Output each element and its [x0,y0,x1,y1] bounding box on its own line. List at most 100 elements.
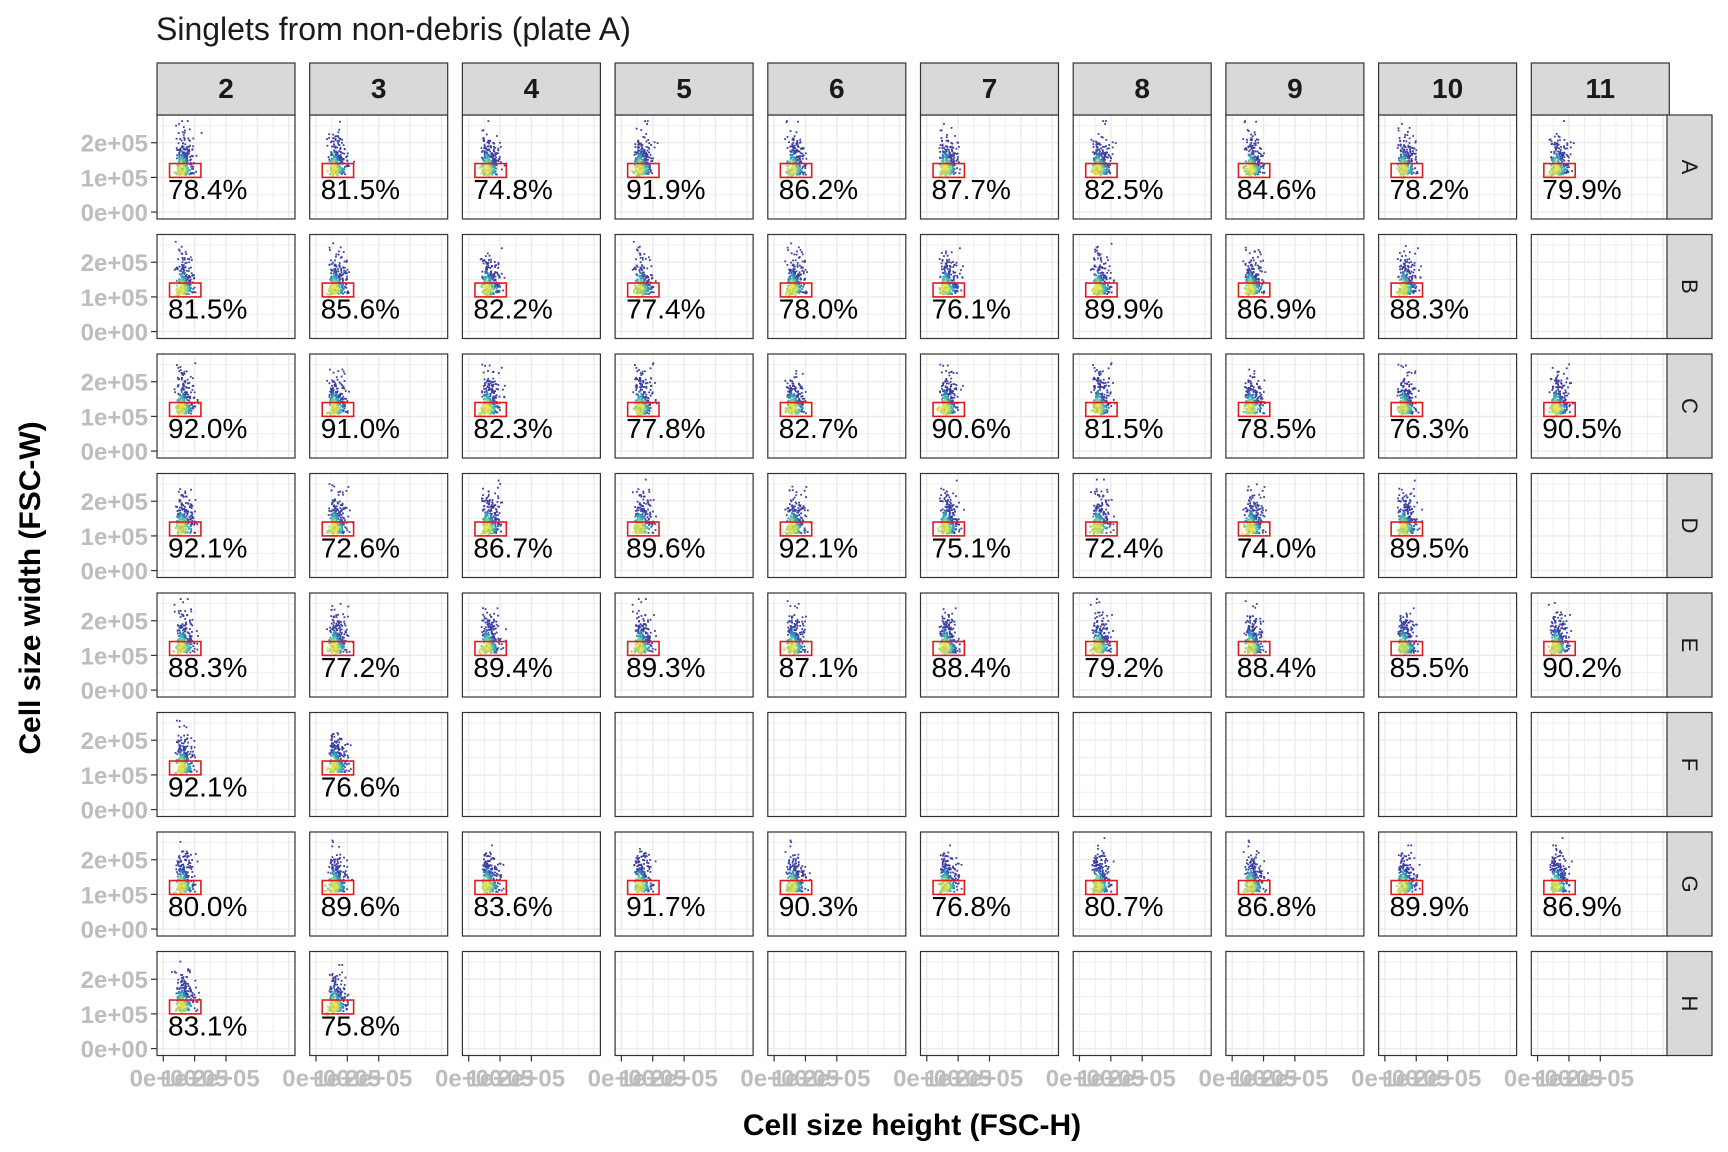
panel-G9: 86.8% [1225,831,1365,937]
panel-border [1377,592,1518,698]
gate-percentage-label: 72.6% [321,533,400,564]
y-tick-label: 2e+05 [81,489,148,516]
panel-border [919,472,1060,579]
gate-percentage-label: 83.1% [168,1011,247,1042]
panel-grid [157,115,295,219]
panel-border [767,711,907,818]
gate-rectangle [1543,879,1577,896]
gate-rectangle [626,282,660,298]
panel-grid [615,593,754,697]
gate-rectangle [474,401,508,418]
row-strip-label: H [1677,996,1702,1012]
density-points [1242,246,1267,296]
panel-H8 [1072,950,1212,1057]
gate-percentage-label: 89.5% [1390,533,1469,564]
panel-grid [1378,951,1517,1056]
panel-border [919,711,1060,818]
gate-percentage-label: 90.6% [932,413,1011,444]
panel-A8: 82.5% [1072,114,1212,220]
gate-percentage-label: 77.2% [321,652,400,683]
row-strip-box [1666,233,1713,340]
density-points [1397,607,1419,656]
row-strip-H: H [1666,950,1713,1057]
column-strip-6: 6 [767,62,907,116]
panel-F6 [767,711,907,818]
gate-rectangle [168,879,202,896]
gate-percentage-label: 83.6% [473,891,552,922]
column-strip-label: 7 [982,73,998,104]
density-points [1547,120,1575,177]
gate-rectangle [779,282,813,298]
panel-border [461,233,601,340]
gate-percentage-label: 78.2% [1390,174,1469,205]
gate-rectangle [1084,282,1118,298]
panel-border [1377,711,1518,818]
column-strip-box [309,62,449,116]
density-points [1241,483,1271,536]
gate-rectangle [168,282,202,298]
gate-rectangle [932,640,966,657]
gate-rectangle [1237,879,1271,896]
panel-grid [767,832,906,936]
panel-border [1225,711,1365,818]
panel-F11 [1530,711,1670,818]
panel-C9: 78.5% [1225,353,1365,459]
column-strip-box [614,62,754,116]
gate-rectangle [168,521,202,537]
gate-percentage-label: 78.4% [168,174,247,205]
y-tick-label: 0e+00 [81,200,148,227]
panel-border [461,472,601,579]
gate-percentage-label: 89.9% [1390,891,1469,922]
column-strip-box [767,62,907,116]
panel-border [1072,472,1212,579]
density-points [935,363,964,417]
panel-grid [1531,473,1670,578]
gate-percentage-label: 87.1% [779,652,858,683]
row-strip-box [1666,831,1713,937]
gate-percentage-label: 87.7% [932,174,1011,205]
panel-grid [1073,712,1212,817]
gate-percentage-label: 91.0% [321,413,400,444]
panel-G7: 76.8% [919,831,1060,937]
panel-C5: 77.8% [614,353,754,459]
panel-border [1072,711,1212,818]
row-strip-box [1666,114,1713,220]
panel-border [614,472,754,579]
gate-percentage-label: 86.7% [473,533,552,564]
gate-percentage-label: 92.1% [168,533,247,564]
panel-C10: 76.3% [1377,353,1518,459]
y-axis-row-F: 0e+00 1e+05 2e+05 [81,728,157,825]
panel-grid [309,712,448,817]
panel-border [1225,353,1365,459]
y-tick-label: 0e+00 [81,559,148,586]
x-tick-label: 0e+00 [588,1066,655,1093]
gate-percentage-label: 88.4% [1237,652,1316,683]
column-strip-3: 3 [309,62,449,116]
panel-grid [1378,712,1517,817]
gate-rectangle [626,879,660,896]
panel-grid [462,354,601,458]
gate-rectangle [168,162,202,179]
gate-percentage-label: 76.1% [932,294,1011,325]
gate-rectangle [1390,282,1424,298]
panel-B10: 88.3% [1377,233,1518,340]
panel-grid [615,234,754,339]
gate-percentage-label: 80.0% [168,891,247,922]
panel-C4: 82.3% [461,353,601,459]
panel-grid [920,951,1059,1056]
panel-border [309,472,449,579]
panel-H11 [1530,950,1670,1057]
gate-rectangle [779,401,813,418]
x-tick-label: 2e+05 [192,1066,259,1093]
gate-rectangle [779,521,813,537]
x-tick-label: 2e+05 [803,1066,870,1093]
gate-percentage-label: 77.4% [626,294,705,325]
gate-percentage-label: 92.1% [168,772,247,803]
column-strip-label: 4 [524,73,540,104]
density-points [173,120,203,176]
y-axis-label: Cell size width (FSC-W) [14,421,47,754]
panel-B9: 86.9% [1225,233,1365,340]
gate-percentage-label: 91.9% [626,174,705,205]
panel-border [1072,592,1212,698]
